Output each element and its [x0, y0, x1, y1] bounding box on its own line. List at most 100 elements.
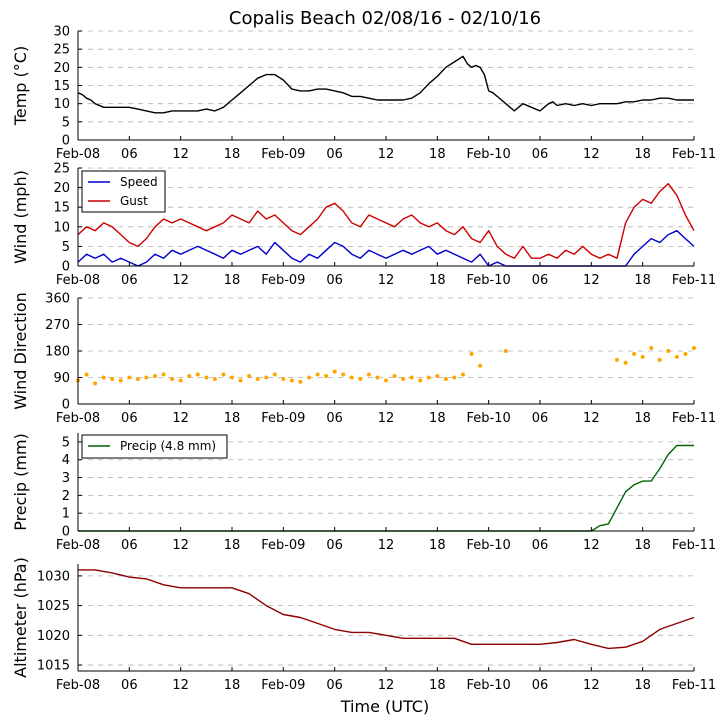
- x-tick-label-1-0: Feb-08: [56, 147, 100, 162]
- panel-3: 0 90 180 270 360 Feb-08 06 12 18 Feb-09 06 12 18 Feb-…: [11, 292, 716, 427]
- y-axis-label-2: Wind (mph): [11, 170, 30, 264]
- x-tick-label-5-5: 06: [326, 678, 343, 693]
- x-tick-label-2-4: Feb-09: [261, 273, 305, 288]
- series-line-temp: [77, 55, 694, 114]
- data-point-3-55: [666, 349, 671, 353]
- data-point-3-41: [426, 375, 431, 380]
- y-tick-label-2-4: 20: [53, 181, 70, 196]
- x-tick-label-5-0: Feb-08: [56, 678, 100, 693]
- data-point-3-47: [478, 363, 483, 368]
- x-tick-label-4-3: 18: [224, 538, 241, 553]
- x-tick-label-4-10: 12: [583, 538, 600, 553]
- y-tick-label-1-0: 0: [62, 134, 70, 149]
- y-tick-label-1-1: 5: [62, 115, 70, 130]
- data-point-3-27: [307, 375, 311, 380]
- y-tick-label-3-0: 0: [62, 398, 70, 413]
- series-line-speed: [77, 229, 695, 267]
- x-tick-label-1-4: Feb-09: [261, 147, 305, 162]
- data-point-3-57: [683, 351, 688, 356]
- x-tick-label-1-6: 12: [378, 147, 395, 162]
- data-point-3-56: [674, 354, 679, 359]
- data-point-3-10: [161, 372, 166, 377]
- y-tick-label-1-4: 20: [53, 61, 70, 76]
- y-tick-label-2-5: 25: [53, 162, 70, 177]
- x-tick-label-4-7: 18: [429, 538, 446, 553]
- y-tick-label-4-1: 1: [62, 507, 70, 522]
- x-tick-label-1-8: Feb-10: [467, 147, 511, 162]
- legend-label-4-0: Precip (4.8 mm): [120, 439, 216, 453]
- x-tick-label-3-9: 06: [532, 411, 549, 426]
- panel-2: 0 5 10 15 20 25 Feb-08 06 12 18 Feb-09 06 12 18 Feb-10…: [11, 162, 716, 289]
- x-tick-label-3-5: 06: [326, 411, 343, 426]
- data-point-3-12: [178, 378, 183, 383]
- data-point-3-29: [324, 374, 329, 379]
- x-tick-label-5-2: 12: [172, 678, 189, 693]
- data-point-3-58: [692, 346, 696, 351]
- x-tick-label-1-2: 12: [172, 147, 189, 162]
- x-tick-label-1-3: 18: [224, 147, 241, 162]
- y-tick-label-3-3: 270: [45, 318, 70, 333]
- data-point-3-20: [247, 374, 252, 379]
- x-tick-label-3-11: 18: [634, 411, 651, 426]
- panel-5: 1015 1020 1025 1030 Feb-08 06 12 18 Feb-09 06 12 18…: [11, 557, 716, 693]
- data-point-3-40: [418, 378, 423, 383]
- data-point-3-4: [110, 376, 115, 381]
- y-tick-label-2-1: 5: [62, 240, 70, 255]
- x-tick-label-5-3: 18: [224, 678, 241, 693]
- x-tick-label-2-3: 18: [224, 273, 241, 288]
- x-tick-label-1-1: 06: [121, 147, 138, 162]
- y-tick-label-1-3: 15: [53, 79, 70, 94]
- x-tick-label-1-11: 18: [634, 147, 651, 162]
- x-tick-label-4-5: 06: [326, 538, 343, 553]
- data-point-3-43: [443, 376, 448, 381]
- data-point-3-44: [452, 375, 457, 380]
- data-point-3-52: [640, 354, 645, 359]
- x-tick-label-3-12: Feb-11: [672, 411, 716, 426]
- y-tick-label-1-2: 10: [53, 97, 70, 112]
- data-point-3-32: [349, 375, 354, 380]
- data-point-3-53: [649, 346, 654, 351]
- data-point-3-34: [366, 372, 371, 377]
- data-point-3-30: [332, 369, 337, 374]
- x-tick-label-1-5: 06: [326, 147, 343, 162]
- x-tick-label-2-6: 12: [378, 273, 395, 288]
- x-tick-label-2-9: 06: [532, 273, 549, 288]
- data-point-3-6: [127, 375, 132, 380]
- x-tick-label-4-9: 06: [532, 538, 549, 553]
- x-tick-label-3-7: 18: [429, 411, 446, 426]
- x-tick-label-2-10: 12: [583, 273, 600, 288]
- y-axis-label-4: Precip (mm): [11, 433, 30, 531]
- x-tick-label-2-0: Feb-08: [56, 273, 100, 288]
- chart-title: Copalis Beach 02/08/16 - 02/10/16: [229, 8, 541, 29]
- x-tick-label-3-3: 18: [224, 411, 241, 426]
- data-point-3-5: [118, 378, 123, 383]
- data-point-3-3: [101, 375, 106, 380]
- y-tick-label-4-2: 2: [62, 489, 70, 504]
- y-tick-label-1-6: 30: [53, 25, 70, 40]
- data-point-3-48: [503, 349, 508, 353]
- x-tick-label-3-6: 12: [378, 411, 395, 426]
- y-axis-label-1: Temp (°C): [11, 46, 30, 126]
- data-point-3-13: [187, 374, 192, 379]
- x-tick-label-5-7: 18: [429, 678, 446, 693]
- x-tick-label-5-10: 12: [583, 678, 600, 693]
- x-tick-label-1-12: Feb-11: [672, 147, 716, 162]
- x-tick-label-5-4: Feb-09: [261, 678, 305, 693]
- data-point-3-19: [238, 378, 243, 383]
- x-tick-label-5-6: 12: [378, 678, 395, 693]
- data-point-3-23: [272, 372, 277, 377]
- data-point-3-45: [461, 372, 465, 377]
- y-tick-label-5-2: 1025: [37, 599, 70, 614]
- data-point-3-21: [255, 376, 260, 381]
- data-point-3-38: [401, 376, 406, 381]
- legend-label-2-0: Speed: [120, 175, 158, 189]
- data-point-3-1: [84, 372, 89, 377]
- data-point-3-54: [657, 357, 662, 362]
- y-tick-label-4-3: 3: [62, 471, 70, 486]
- y-tick-label-2-2: 10: [53, 220, 70, 235]
- data-point-3-11: [170, 376, 175, 381]
- x-tick-label-3-2: 12: [172, 411, 189, 426]
- series-line-gust: [77, 182, 695, 259]
